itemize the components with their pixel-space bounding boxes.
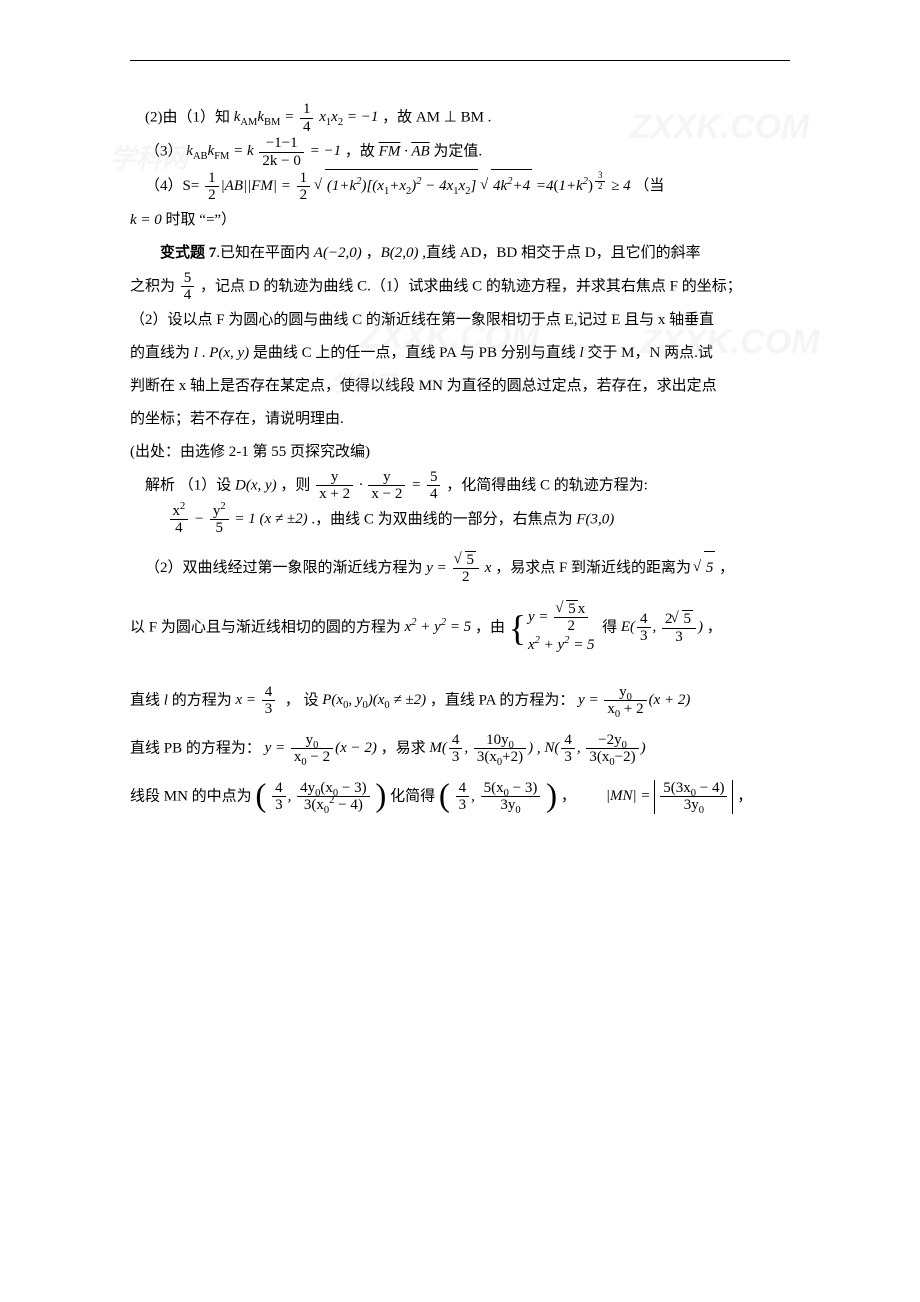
text: 化简得	[390, 788, 435, 804]
text: ，	[561, 788, 576, 804]
document-page: ZXXK.COM 学科网 ZXXK.COM ZXXK.COM 学科网 (2)由（…	[0, 0, 920, 1302]
math: y = y0x0 − 2(x − 2)	[265, 740, 381, 756]
text: （4）S=	[145, 178, 199, 194]
text: ，	[707, 619, 722, 635]
math: kAMkBM = 14 x1x2 = −1	[234, 109, 382, 125]
text: 以 F 为圆心且与渐近线相切的圆的方程为	[130, 619, 401, 635]
solution-1b: x24 − y25 = 1 (x ≠ ±2) .，曲线 C 为双曲线的一部分，右…	[168, 503, 791, 537]
math: B(2,0)	[381, 245, 419, 261]
text: 得	[602, 619, 617, 635]
text: 时取 “=”）	[166, 212, 237, 228]
line-2: (2)由（1）知 kAMkBM = 14 x1x2 = −1 ，故 AM ⊥ B…	[130, 101, 790, 135]
variant-7-q2c: 判断在 x 轴上是否存在某定点，使得以线段 MN 为直径的圆总过定点，若存在，求…	[130, 370, 790, 403]
text: ，则	[280, 477, 314, 493]
text: ，	[737, 788, 752, 804]
line-pb: 直线 PB 的方程为： y = y0x0 − 2(x − 2) ，易求 M(43…	[130, 732, 790, 766]
text: ，故	[345, 143, 375, 159]
variant-7-q2b: 的直线为 l . P(x, y) 是曲线 C 上的任一点，直线 PA 与 PB …	[130, 337, 790, 370]
text: (2)由（1）知	[145, 109, 230, 125]
text: .已知在平面内	[216, 245, 314, 261]
text: ， 设	[285, 692, 319, 708]
solution-2a: （2）双曲线经过第一象限的渐近线方程为 y = 52 x ，易求点 F 到渐近线…	[130, 551, 790, 586]
variant-7-q2a: （2）设以点 F 为圆心的圆与曲线 C 的渐近线在第一象限相切于点 E,记过 E…	[130, 304, 790, 337]
math: yx + 2 · yx − 2 = 54	[314, 477, 446, 493]
text: ，故 AM ⊥ BM .	[382, 109, 491, 125]
variant-7-q2d: 的坐标；若不存在，请说明理由.	[130, 403, 790, 436]
variant-label: 变式题 7	[160, 245, 216, 261]
top-rule	[130, 60, 790, 61]
text: 为定值.	[433, 143, 482, 159]
text: ，直线 PA 的方程为：	[430, 692, 574, 708]
math: k = 0	[130, 212, 162, 228]
text: ，	[719, 560, 734, 576]
text: ,直线 AD，BD 相交于点 D，且它们的斜率	[422, 245, 700, 261]
text: ，	[366, 245, 381, 261]
text: 之积为	[130, 278, 175, 294]
math: x2 + y2 = 5	[405, 619, 475, 635]
math: N(43, −2y03(x0−2))	[544, 740, 645, 756]
math: A(−2,0)	[314, 245, 362, 261]
text: （当	[634, 178, 664, 194]
line-l: 直线 l 的方程为 x = 43 ， 设 P(x0, y0)(x0 ≠ ±2) …	[130, 684, 790, 718]
vector-product: FM · AB	[379, 143, 430, 159]
math: 54	[179, 278, 197, 294]
text: （2）双曲线经过第一象限的渐近线方程为	[145, 560, 423, 576]
math: x = 43	[235, 692, 277, 708]
text: ，易求点 F 到渐近线的距离为	[495, 560, 695, 576]
source-line: (出处：由选修 2-1 第 55 页探究改编)	[130, 436, 790, 469]
math: y = y0x0 + 2(x + 2)	[578, 692, 690, 708]
text: ，易求	[381, 740, 426, 756]
text: 解析 （1）设	[145, 477, 235, 493]
math: M(43, 10y03(x0+2))	[429, 740, 536, 756]
text: 直线 PB 的方程为：	[130, 740, 261, 756]
math: E(43, 253)	[621, 619, 707, 635]
solution-2b: 以 F 为圆心且与渐近线相切的圆的方程为 x2 + y2 = 5 ，由 { y …	[130, 600, 790, 656]
system: { y = 5x2 x2 + y2 = 5	[509, 619, 599, 635]
line-midpoint: 线段 MN 的中点为 43, 4y0(x0 − 3)3(x02 − 4) 化简得…	[130, 780, 790, 814]
line-4-cont: k = 0 时取 “=”）	[130, 204, 790, 237]
text: 直线 l 的方程为	[130, 692, 235, 708]
variant-7-line2: 之积为 54 ，记点 D 的轨迹为曲线 C.（1）试求曲线 C 的轨迹方程，并求…	[130, 270, 790, 304]
math: P(x0, y0)(x0 ≠ ±2)	[322, 692, 426, 708]
solution-1a: 解析 （1）设 D(x, y) ，则 yx + 2 · yx − 2 = 54 …	[130, 469, 790, 503]
text: ，由	[475, 619, 505, 635]
math: 43, 4y0(x0 − 3)3(x02 − 4)	[255, 788, 390, 804]
math: y = 52 x	[426, 560, 495, 576]
math: 43, 5(x0 − 3)3y0	[439, 788, 561, 804]
line-3: （3） kABkFM = k −1−12k − 0 = −1 ，故 FM · A…	[130, 135, 790, 169]
line-4: （4）S= 12|AB||FM| = 12 (1+k2)[(x1+x2)2 − …	[130, 169, 790, 204]
math: 12|AB||FM| = 12 (1+k2)[(x1+x2)2 − 4x1x2]…	[199, 178, 634, 194]
text: ，记点 D 的轨迹为曲线 C.（1）试求曲线 C 的轨迹方程，并求其右焦点 F …	[200, 278, 742, 294]
math: kABkFM = k −1−12k − 0 = −1	[186, 143, 345, 159]
text: .，曲线 C 为双曲线的一部分，右焦点为	[311, 511, 576, 527]
math: x24 − y25 = 1 (x ≠ ±2)	[168, 511, 312, 527]
text: ，化简得曲线 C 的轨迹方程为:	[446, 477, 648, 493]
variant-7-line1: 变式题 7.已知在平面内 A(−2,0) ，B(2,0) ,直线 AD，BD 相…	[130, 237, 790, 270]
text: （3）	[145, 143, 183, 159]
text: 线段 MN 的中点为	[130, 788, 252, 804]
math: |MN| = 5(3x0 − 4)3y0	[606, 788, 737, 804]
